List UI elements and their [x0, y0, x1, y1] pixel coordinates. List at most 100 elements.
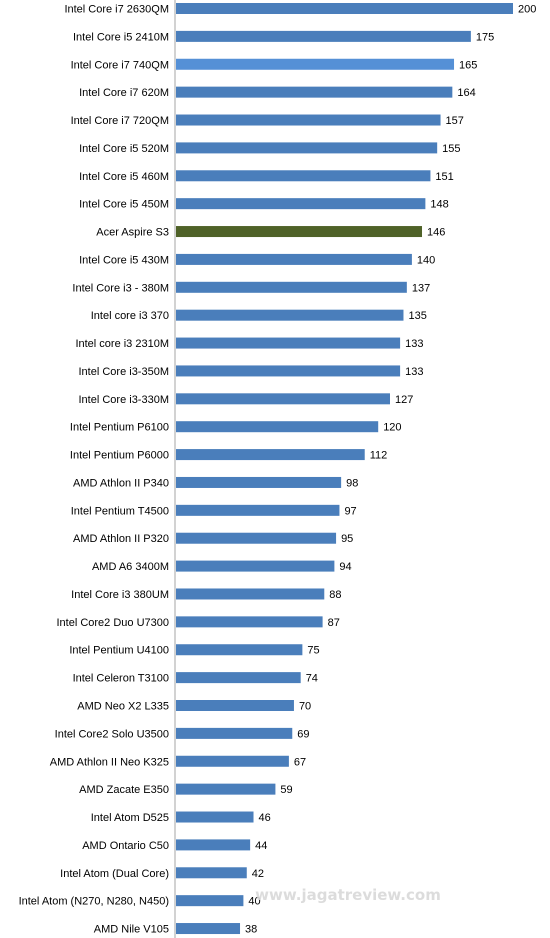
bar — [176, 727, 293, 739]
bar — [176, 811, 254, 823]
bar — [176, 170, 431, 182]
value-label: 94 — [339, 561, 351, 573]
value-label: 69 — [297, 728, 309, 740]
category-label: Intel Pentium P6100 — [70, 422, 169, 434]
bar — [176, 337, 401, 349]
bar — [176, 281, 407, 293]
category-label: Intel Core i5 450M — [79, 199, 169, 211]
bar — [176, 560, 335, 572]
bar — [176, 895, 244, 907]
category-label: Intel Core i3-350M — [79, 366, 170, 378]
bar — [176, 226, 423, 238]
category-label: AMD A6 3400M — [92, 561, 169, 573]
category-label: Intel Core i3 380UM — [71, 589, 169, 601]
category-label: Intel Celeron T3100 — [73, 673, 169, 685]
bar — [176, 700, 294, 711]
value-label: 42 — [252, 868, 264, 880]
category-label: Intel Core i5 520M — [79, 143, 169, 155]
category-label: Intel Core i5 430M — [79, 254, 169, 266]
value-label: 46 — [259, 812, 271, 824]
value-label: 97 — [344, 505, 356, 517]
bar — [176, 476, 342, 488]
category-label: AMD Nile V105 — [94, 924, 169, 936]
value-label: 98 — [346, 477, 358, 489]
bar — [176, 588, 325, 600]
category-label: Intel Pentium U4100 — [69, 645, 169, 657]
bar — [176, 504, 340, 516]
value-label: 38 — [245, 924, 257, 936]
bar — [176, 923, 241, 935]
category-label: Intel Pentium P6000 — [70, 450, 169, 462]
bar — [176, 58, 455, 70]
bar — [176, 839, 251, 851]
value-label: 164 — [457, 87, 475, 99]
bar — [176, 114, 441, 126]
category-label: Intel Core i5 2410M — [73, 31, 169, 43]
value-label: 151 — [435, 171, 453, 183]
bar — [176, 393, 390, 405]
category-label: Intel Core2 Duo U7300 — [56, 617, 169, 629]
category-label: Intel Core i7 740QM — [71, 59, 169, 71]
value-label: 40 — [248, 896, 260, 908]
value-label: 59 — [280, 784, 292, 796]
bar — [176, 30, 471, 42]
value-label: 165 — [459, 59, 477, 71]
bar — [176, 86, 453, 98]
value-label: 175 — [476, 31, 494, 43]
category-label: AMD Ontario C50 — [82, 840, 169, 852]
bar — [176, 532, 337, 544]
category-label: Intel Atom (Dual Core) — [60, 868, 169, 880]
category-label: Intel Core i3 - 380M — [72, 282, 169, 294]
category-label: Intel Atom (N270, N280, N450) — [19, 896, 169, 908]
bar — [176, 867, 247, 879]
bar — [176, 644, 303, 656]
value-label: 120 — [383, 422, 401, 434]
category-label: Intel Core i7 720QM — [71, 115, 169, 127]
category-label: Intel Core2 Solo U3500 — [55, 728, 169, 740]
value-label: 135 — [408, 310, 426, 322]
value-label: 70 — [299, 701, 311, 713]
bar — [176, 672, 301, 684]
value-label: 148 — [430, 199, 448, 211]
bar — [176, 616, 323, 628]
category-label: AMD Athlon II P340 — [73, 477, 169, 489]
watermark: www.jagatreview.com — [255, 886, 441, 904]
value-label: 157 — [446, 115, 464, 127]
category-label: Intel Core i7 620M — [79, 87, 169, 99]
bar — [176, 198, 426, 210]
category-label: Intel Atom D525 — [91, 812, 169, 824]
category-label: AMD Athlon II P320 — [73, 533, 169, 545]
value-label: 75 — [307, 645, 319, 657]
value-label: 74 — [306, 673, 318, 685]
category-label: Intel core i3 370 — [91, 310, 169, 322]
bar — [176, 755, 289, 767]
category-label: Intel Core i3-330M — [79, 394, 170, 406]
value-label: 133 — [405, 366, 423, 378]
bar — [176, 253, 412, 265]
value-label: 140 — [417, 254, 435, 266]
category-label: AMD Athlon II Neo K325 — [50, 756, 169, 768]
value-label: 67 — [294, 756, 306, 768]
category-label: AMD Zacate E350 — [79, 784, 169, 796]
category-label: Acer Aspire S3 — [96, 227, 169, 239]
bar — [176, 3, 513, 14]
value-label: 127 — [395, 394, 413, 406]
bars-group: Intel Core i7 2630QM 200 Intel Core i5 241… — [19, 3, 536, 936]
category-label: Intel Core i7 2630QM — [64, 4, 169, 16]
value-label: 44 — [255, 840, 267, 852]
value-label: 112 — [370, 450, 388, 462]
value-label: 146 — [427, 227, 445, 239]
bar — [176, 783, 276, 795]
bar — [176, 449, 365, 461]
value-label: 88 — [329, 589, 341, 601]
value-label: 200 — [518, 4, 536, 16]
category-label: Intel core i3 2310M — [75, 338, 169, 350]
value-label: 155 — [442, 143, 460, 155]
value-label: 87 — [328, 617, 340, 629]
category-label: Intel Core i5 460M — [79, 171, 169, 183]
bar — [176, 309, 404, 321]
bar — [176, 421, 379, 433]
value-label: 133 — [405, 338, 423, 350]
value-label: 95 — [341, 533, 353, 545]
